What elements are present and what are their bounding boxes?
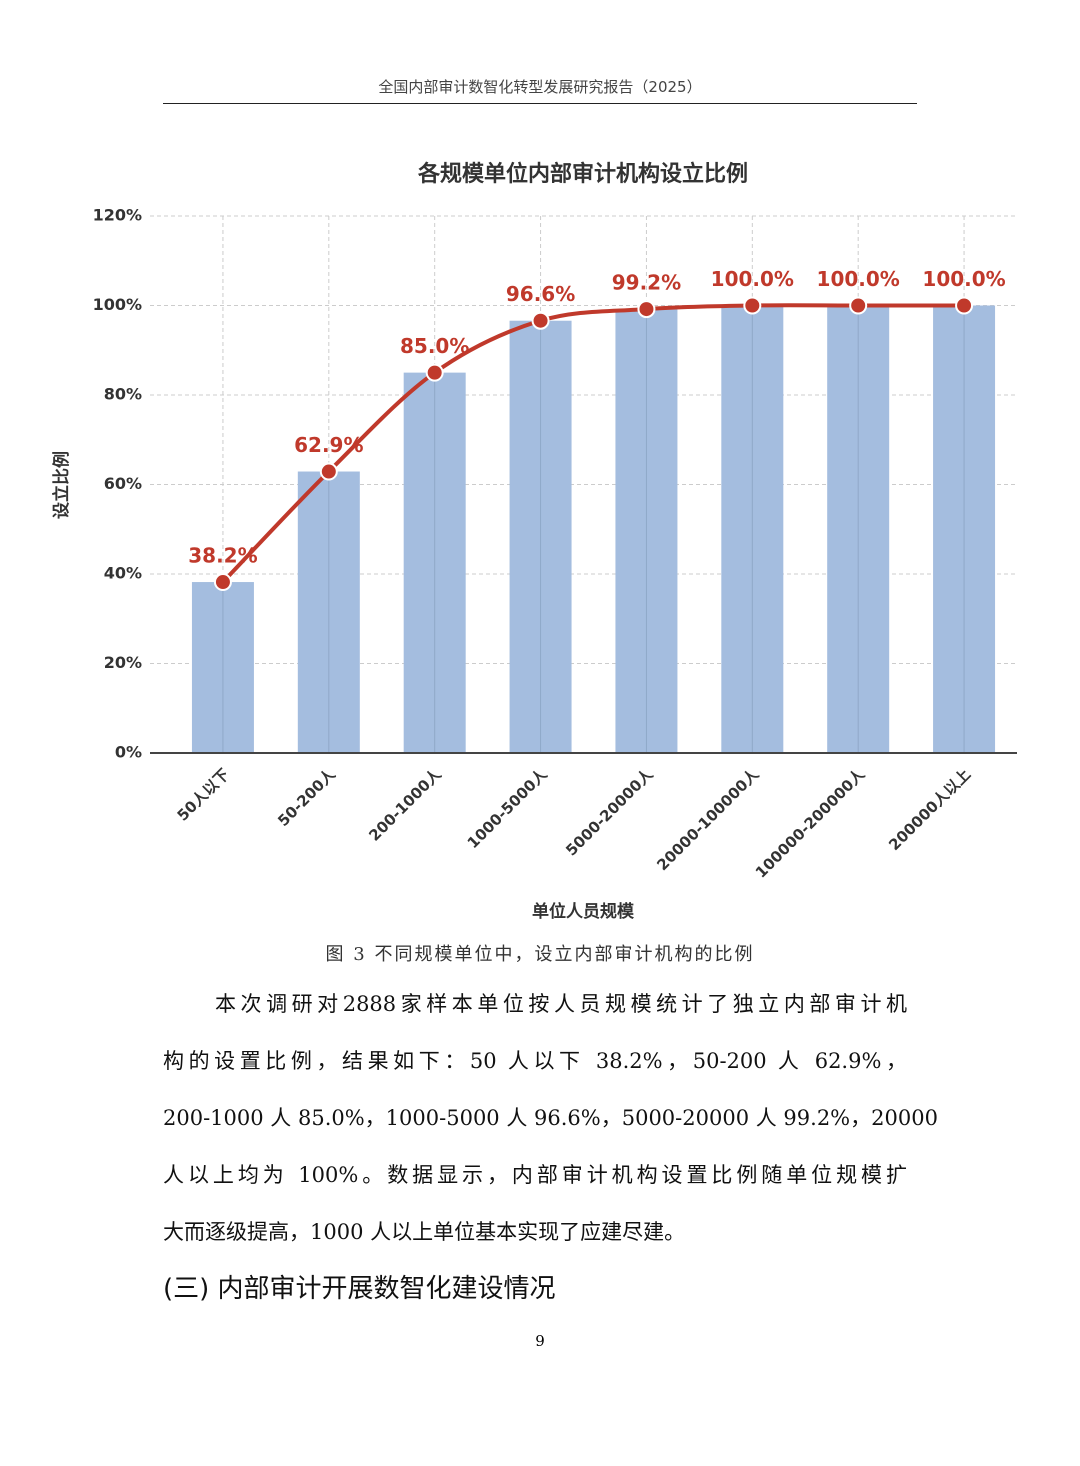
x-tick-label: 1000-5000人 <box>464 765 551 852</box>
chart-title: 各规模单位内部审计机构设立比例 <box>417 161 748 187</box>
data-label: 85.0% <box>400 334 469 358</box>
figure-caption: 图 3 不同规模单位中，设立内部审计机构的比例 <box>325 944 755 965</box>
page-header: 全国内部审计数智化转型发展研究报告（2025） <box>163 76 917 104</box>
x-tick-label: 200000人以上 <box>885 765 974 854</box>
point <box>955 296 974 315</box>
data-label: 38.2% <box>188 544 257 568</box>
point <box>319 462 338 481</box>
paragraph-line: 人以上均为 100%。数据显示，内部审计机构设置比例随单位规模扩 <box>163 1163 907 1187</box>
point <box>637 300 656 319</box>
paragraph-line: 大而逐级提高，1000 人以上单位基本实现了应建尽建。 <box>163 1220 686 1244</box>
paragraph-line: 构的设置比例，结果如下：50 人以下 38.2%，50-200 人 62.9%， <box>163 1049 907 1073</box>
x-axis-label: 单位人员规模 <box>532 901 635 922</box>
x-tick-label: 5000-20000人 <box>562 765 657 860</box>
y-tick-label: 40% <box>104 564 142 583</box>
data-label: 96.6% <box>506 282 575 306</box>
section-heading: (三) 内部审计开展数智化建设情况 <box>163 1274 556 1304</box>
y-tick-label: 80% <box>104 385 142 404</box>
point <box>213 573 232 592</box>
y-tick-label: 20% <box>104 653 142 672</box>
y-axis-label: 设立比例 <box>51 451 72 519</box>
data-label: 100.0% <box>817 267 900 291</box>
x-tick-label: 200-1000人 <box>365 765 445 845</box>
data-label: 100.0% <box>922 267 1005 291</box>
point <box>743 296 762 315</box>
point <box>425 363 444 382</box>
data-label: 62.9% <box>294 433 363 457</box>
page-number: 9 <box>535 1332 545 1350</box>
y-tick-label: 60% <box>104 474 142 493</box>
x-tick-label: 100000-200000人 <box>752 765 869 882</box>
chart: 各规模单位内部审计机构设立比例 单位人员规模 设立比例 0% 20% 40% 60% 8… <box>51 161 1017 922</box>
point <box>849 296 868 315</box>
data-label: 100.0% <box>711 267 794 291</box>
y-tick-label: 0% <box>115 743 142 762</box>
y-tick-label: 120% <box>93 206 142 225</box>
paragraph-line: 200-1000 人 85.0%，1000-5000 人 96.6%，5000-… <box>163 1106 938 1130</box>
paragraph-line: 本次调研对2888家样本单位按人员规模统计了独立内部审计机 <box>215 992 907 1016</box>
point <box>531 311 550 330</box>
y-tick-label: 100% <box>93 295 142 314</box>
x-tick-label: 50人以下 <box>174 765 233 824</box>
x-tick-label: 50-200人 <box>274 765 339 830</box>
x-tick-label: 20000-100000人 <box>653 765 763 875</box>
data-label: 99.2% <box>612 271 681 295</box>
